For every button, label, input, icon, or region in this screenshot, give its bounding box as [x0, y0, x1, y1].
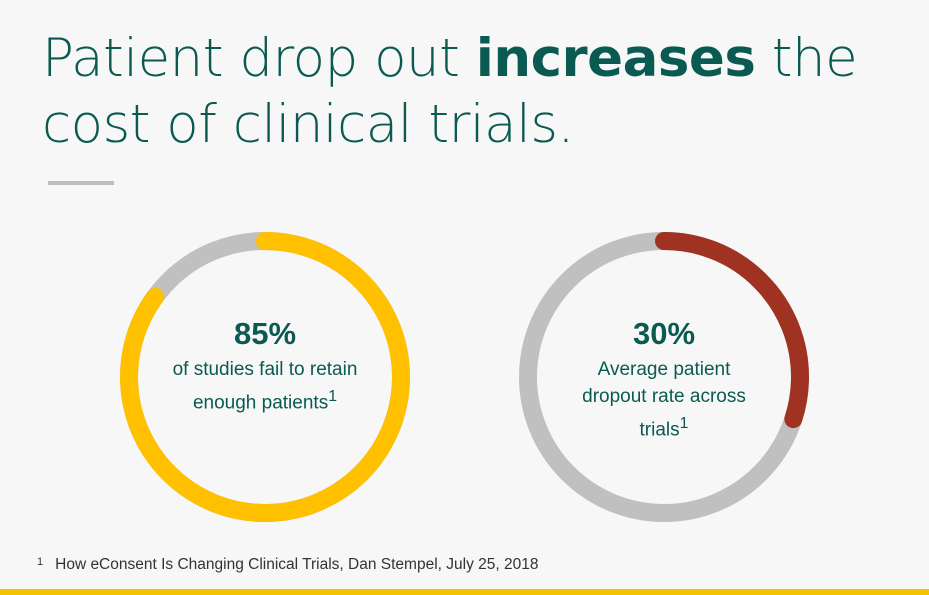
footnote: 1 How eConsent Is Changing Clinical Trial… — [37, 556, 538, 574]
donut-chart-study-retention: 85% of studies fail to retain enough pat… — [115, 227, 415, 527]
donut-caption: Average patient dropout rate across tria… — [564, 356, 764, 443]
donut-value-label: 30% — [632, 316, 696, 351]
title-part-1: Patient drop out — [42, 28, 476, 89]
title-part-2: the cost of clinical trials. — [42, 28, 858, 155]
bottom-accent-bar — [0, 589, 929, 595]
page-title: Patient drop out increases the cost of c… — [42, 26, 902, 158]
donut-chart-svg — [519, 232, 809, 522]
title-divider — [48, 181, 114, 185]
donut-caption-text: Average patient dropout rate across tria… — [582, 359, 746, 441]
title-emphasis: increases — [475, 28, 756, 89]
footnote-marker: 1 — [37, 556, 44, 568]
donut-caption: of studies fail to retain enough patient… — [165, 356, 365, 416]
footnote-text: How eConsent Is Changing Clinical Trials… — [55, 556, 539, 573]
footnote-reference: 1 — [679, 415, 689, 432]
donut-chart-svg — [120, 232, 410, 522]
footnote-reference: 1 — [328, 388, 338, 405]
donut-center-text: 30% Average patient dropout rate across … — [564, 316, 764, 443]
donut-chart-dropout-rate: 30% Average patient dropout rate across … — [514, 227, 814, 527]
donut-filled-arc — [519, 232, 809, 522]
donut-value-label: 85% — [233, 316, 297, 351]
donut-caption-text: of studies fail to retain enough patient… — [172, 359, 358, 414]
donut-center-text: 85% of studies fail to retain enough pat… — [165, 316, 365, 416]
donut-filled-arc — [120, 232, 410, 522]
